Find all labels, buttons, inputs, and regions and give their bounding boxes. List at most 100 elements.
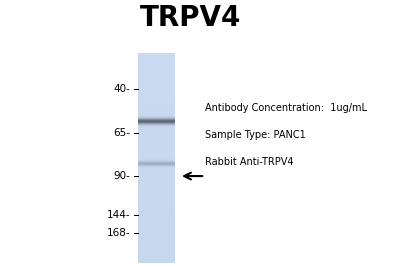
Bar bbox=[138, 100, 176, 101]
Bar bbox=[138, 201, 176, 202]
Bar bbox=[138, 164, 176, 165]
Bar bbox=[138, 93, 176, 94]
Bar bbox=[138, 237, 176, 238]
Bar bbox=[138, 113, 176, 114]
Bar bbox=[138, 206, 176, 207]
Bar bbox=[138, 97, 176, 98]
Bar bbox=[138, 161, 176, 162]
Bar bbox=[138, 83, 176, 84]
Bar bbox=[138, 121, 176, 122]
Bar bbox=[138, 107, 176, 108]
Bar bbox=[138, 228, 176, 229]
Bar bbox=[138, 111, 176, 112]
Bar bbox=[138, 63, 176, 64]
Bar bbox=[138, 257, 176, 258]
Bar bbox=[138, 233, 176, 234]
Bar bbox=[138, 185, 176, 186]
Bar bbox=[138, 204, 176, 205]
Bar bbox=[138, 246, 176, 247]
Bar bbox=[138, 167, 176, 168]
Bar bbox=[138, 179, 176, 180]
Bar bbox=[138, 251, 176, 252]
Bar bbox=[138, 66, 176, 67]
Bar bbox=[138, 189, 176, 190]
Bar bbox=[138, 226, 176, 227]
Bar bbox=[138, 193, 176, 194]
Bar bbox=[138, 88, 176, 89]
Bar bbox=[138, 182, 176, 183]
Bar bbox=[138, 172, 176, 173]
Bar bbox=[138, 188, 176, 189]
Bar bbox=[138, 139, 176, 140]
Bar bbox=[138, 245, 176, 246]
Bar bbox=[138, 208, 176, 209]
Bar bbox=[138, 238, 176, 239]
Bar bbox=[138, 234, 176, 235]
Bar bbox=[138, 194, 176, 195]
Bar bbox=[138, 148, 176, 149]
Bar bbox=[138, 154, 176, 155]
Bar bbox=[138, 232, 176, 233]
Bar bbox=[138, 244, 176, 245]
Bar bbox=[138, 230, 176, 231]
Bar bbox=[138, 132, 176, 133]
Bar bbox=[138, 123, 176, 124]
Bar bbox=[138, 130, 176, 131]
Bar bbox=[138, 75, 176, 76]
Bar bbox=[138, 252, 176, 253]
Bar bbox=[138, 147, 176, 148]
Bar bbox=[138, 170, 176, 171]
Bar bbox=[138, 64, 176, 65]
Bar bbox=[138, 190, 176, 191]
Bar bbox=[138, 176, 176, 177]
Text: 90-: 90- bbox=[114, 171, 131, 181]
Bar bbox=[138, 223, 176, 224]
Bar bbox=[138, 169, 176, 170]
Bar bbox=[138, 162, 176, 163]
Bar bbox=[138, 178, 176, 179]
Bar bbox=[138, 241, 176, 242]
Bar bbox=[138, 160, 176, 161]
Bar bbox=[138, 89, 176, 90]
Bar bbox=[138, 96, 176, 97]
Bar bbox=[138, 119, 176, 120]
Bar bbox=[138, 77, 176, 78]
Bar bbox=[138, 120, 176, 121]
Bar bbox=[138, 231, 176, 232]
Bar bbox=[138, 61, 176, 62]
Bar bbox=[138, 261, 176, 262]
Bar bbox=[138, 243, 176, 244]
Bar bbox=[138, 112, 176, 113]
Bar bbox=[138, 145, 176, 146]
Bar bbox=[138, 125, 176, 126]
Bar bbox=[138, 155, 176, 156]
Bar bbox=[138, 143, 176, 144]
Bar bbox=[138, 212, 176, 213]
Bar bbox=[138, 181, 176, 182]
Text: Sample Type: PANC1: Sample Type: PANC1 bbox=[205, 130, 306, 140]
Bar bbox=[138, 101, 176, 102]
Bar bbox=[138, 225, 176, 226]
Bar bbox=[138, 253, 176, 254]
Bar bbox=[138, 55, 176, 56]
Bar bbox=[138, 197, 176, 198]
Text: Antibody Concentration:  1ug/mL: Antibody Concentration: 1ug/mL bbox=[205, 103, 367, 113]
Bar bbox=[138, 239, 176, 240]
Bar bbox=[138, 95, 176, 96]
Bar bbox=[138, 122, 176, 123]
Bar bbox=[138, 171, 176, 172]
Bar bbox=[138, 258, 176, 259]
Bar bbox=[138, 146, 176, 147]
Bar bbox=[138, 235, 176, 236]
Bar bbox=[138, 157, 176, 158]
Bar bbox=[138, 115, 176, 116]
Bar bbox=[138, 129, 176, 130]
Bar bbox=[138, 142, 176, 143]
Bar bbox=[138, 247, 176, 248]
Bar bbox=[138, 149, 176, 150]
Bar bbox=[138, 80, 176, 81]
Bar bbox=[138, 163, 176, 164]
Bar bbox=[138, 81, 176, 82]
Bar bbox=[138, 262, 176, 263]
Bar bbox=[138, 87, 176, 88]
